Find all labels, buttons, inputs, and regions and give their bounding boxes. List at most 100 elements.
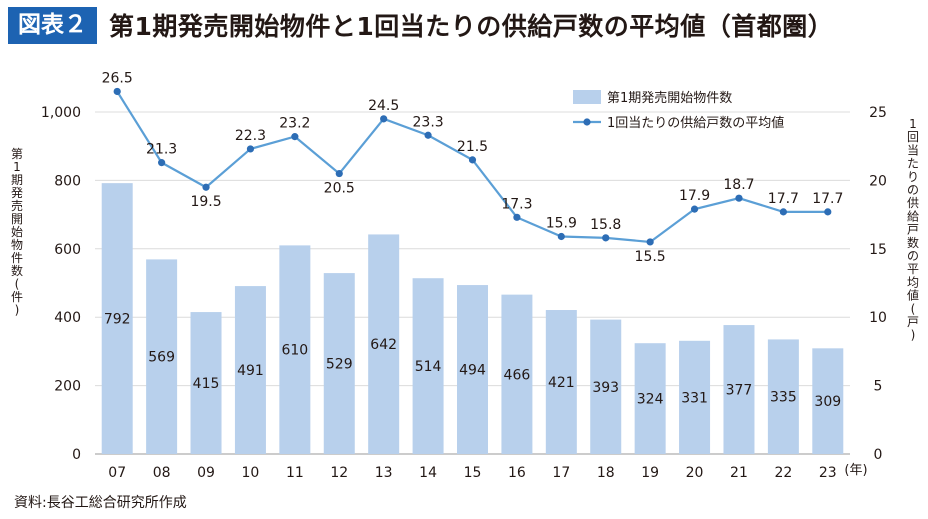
right-axis-tick-label: 15	[869, 242, 887, 258]
bar-value-label: 529	[326, 357, 353, 373]
bar	[679, 340, 711, 454]
chart-title: 第1期発売開始物件と1回当たりの供給戸数の平均値（首都圏）	[109, 12, 834, 41]
line-value-label: 17.9	[679, 188, 710, 204]
x-axis-unit: (年)	[844, 463, 867, 478]
line-point	[291, 133, 299, 141]
line-value-label: 22.3	[235, 128, 266, 144]
line-value-label: 21.3	[146, 142, 177, 158]
x-axis-tick-label: 19	[641, 465, 659, 481]
left-axis-tick-label: 200	[54, 379, 81, 395]
x-axis-tick-label: 16	[508, 465, 526, 481]
x-axis-tick-label: 07	[108, 465, 126, 481]
line-point	[646, 238, 654, 246]
line-point	[557, 232, 565, 241]
bar	[590, 319, 622, 454]
bar	[767, 339, 799, 454]
bar-value-label: 377	[726, 383, 753, 399]
figure-badge: 図表２	[8, 6, 97, 44]
x-axis-tick-label: 23	[819, 465, 837, 481]
x-axis-tick-label: 21	[730, 465, 748, 481]
line-value-label: 19.5	[190, 194, 221, 210]
left-axis-tick-label: 1,000	[41, 105, 81, 121]
line-point	[779, 208, 787, 216]
line-value-label: 17.7	[768, 191, 799, 207]
bar-value-label: 393	[592, 380, 619, 396]
right-axis-tick-label: 0	[874, 447, 883, 463]
line-value-label: 15.5	[635, 249, 666, 265]
line-point	[735, 194, 743, 202]
x-axis-tick-label: 20	[686, 465, 704, 481]
line-series-average	[116, 90, 828, 244]
bar	[234, 286, 266, 454]
bar	[634, 343, 666, 454]
x-axis-tick-label: 13	[375, 465, 393, 481]
left-axis-tick-label: 400	[54, 310, 81, 326]
left-axis-tick-label: 600	[54, 242, 81, 258]
x-axis-tick-label: 22	[774, 465, 792, 481]
bar-value-label: 335	[770, 390, 797, 406]
right-axis-tick-label: 10	[869, 310, 887, 326]
right-axis-tick-label: 25	[869, 105, 887, 121]
bar	[190, 312, 222, 454]
bar	[101, 183, 133, 455]
bar	[368, 234, 400, 454]
bar	[545, 310, 577, 454]
x-axis-tick-label: 08	[153, 465, 171, 481]
line-point	[158, 159, 166, 167]
line-value-label: 24.5	[368, 98, 399, 114]
line-value-label: 23.3	[413, 114, 444, 130]
bar-value-label: 324	[637, 392, 664, 408]
bar	[323, 273, 355, 454]
right-axis-tick-label: 20	[869, 173, 887, 189]
line-point	[513, 213, 521, 221]
legend-bar-swatch	[573, 90, 601, 104]
line-point	[690, 205, 699, 213]
bar-value-label: 491	[237, 363, 264, 379]
right-axis-title: 1 回当たりの供給戸数の平均値(戸)	[907, 117, 919, 342]
x-axis-tick-label: 11	[286, 465, 304, 481]
x-axis-tick-label: 14	[419, 465, 437, 481]
x-axis-tick-label: 12	[330, 465, 348, 481]
left-axis-tick-label: 800	[54, 173, 81, 189]
legend-bar-label: 第1期発売開始物件数	[607, 90, 732, 106]
bar-value-label: 466	[504, 367, 531, 383]
line-value-label: 23.2	[279, 116, 310, 132]
x-axis-tick-label: 18	[597, 465, 615, 481]
bar-value-label: 309	[814, 394, 841, 410]
line-value-label: 15.8	[590, 217, 621, 233]
line-value-label: 17.3	[501, 196, 532, 212]
left-axis-title: 第 1 期発売開始物件数(件)	[11, 147, 23, 317]
line-point	[602, 234, 610, 242]
line-point	[113, 87, 121, 96]
line-value-label: 26.5	[102, 70, 133, 86]
line-value-label: 20.5	[324, 181, 355, 197]
bar	[412, 278, 444, 454]
left-axis-tick-label: 0	[72, 447, 81, 463]
line-point	[246, 145, 255, 153]
title-row: 図表２ 第1期発売開始物件と1回当たりの供給戸数の平均値（首都圏）	[8, 6, 833, 44]
line-point	[380, 115, 388, 123]
bar-value-label: 569	[148, 350, 175, 366]
bar-value-label: 642	[370, 337, 397, 353]
x-axis-tick-label: 17	[552, 465, 570, 481]
line-value-label: 21.5	[457, 139, 488, 155]
line-point	[335, 169, 343, 178]
line-value-label: 17.7	[812, 191, 843, 207]
bar-value-label: 494	[459, 363, 486, 379]
bar	[723, 325, 755, 454]
line-point	[468, 156, 477, 164]
x-axis-tick-label: 09	[197, 465, 215, 481]
line-point	[824, 208, 832, 216]
bar-value-label: 792	[104, 312, 131, 328]
line-point	[424, 131, 432, 139]
x-axis-tick-label: 10	[242, 465, 260, 481]
bar-value-label: 421	[548, 375, 575, 391]
bar-value-label: 331	[681, 390, 708, 406]
right-axis-tick-label: 5	[874, 379, 883, 395]
legend-line-marker	[583, 118, 591, 126]
bar	[279, 245, 311, 454]
bar	[501, 294, 533, 454]
legend-line-label: 1回当たりの供給戸数の平均値	[607, 115, 784, 131]
bar-value-label: 514	[415, 359, 442, 375]
